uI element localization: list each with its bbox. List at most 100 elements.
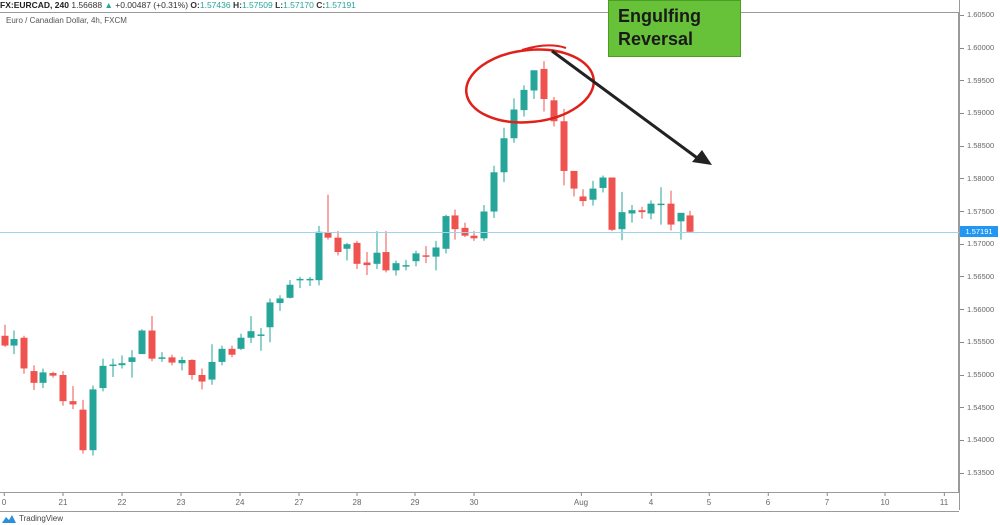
candlestick-series[interactable]	[0, 0, 959, 492]
candle-down[interactable]	[560, 108, 568, 186]
candle-down[interactable]	[334, 231, 342, 256]
candle-up[interactable]	[138, 329, 146, 355]
candle-up[interactable]	[315, 225, 323, 286]
candle-up[interactable]	[276, 295, 284, 311]
last-price-line	[0, 231, 959, 233]
candle-up[interactable]	[500, 127, 508, 183]
candle-down[interactable]	[608, 177, 616, 232]
candle-down[interactable]	[638, 206, 646, 219]
candle-up[interactable]	[599, 175, 607, 193]
candle-up[interactable]	[10, 330, 18, 355]
candle-down[interactable]	[422, 246, 430, 264]
candle-down[interactable]	[79, 399, 87, 454]
candle-up[interactable]	[296, 276, 304, 289]
time-tick-label: 23	[176, 493, 186, 507]
price-tick-label: 1.58000	[960, 174, 994, 183]
open-value: 1.57436	[199, 0, 231, 10]
candle-up[interactable]	[39, 368, 47, 389]
time-tick-label: 5	[706, 493, 712, 507]
candle-up[interactable]	[402, 259, 410, 271]
candle-down[interactable]	[686, 210, 694, 234]
candle-up[interactable]	[657, 187, 665, 225]
candle-up[interactable]	[237, 333, 245, 351]
tradingview-branding[interactable]: TradingView	[2, 512, 63, 525]
candle-down[interactable]	[667, 190, 675, 231]
candle-up[interactable]	[266, 298, 274, 343]
time-tick-label: 4	[648, 493, 654, 507]
candle-up[interactable]	[618, 191, 626, 241]
candle-down[interactable]	[20, 335, 28, 374]
candle-up[interactable]	[128, 350, 136, 378]
candle-up[interactable]	[490, 165, 498, 219]
candle-up[interactable]	[306, 276, 314, 287]
time-tick-label: 7	[824, 493, 830, 507]
candle-up[interactable]	[677, 212, 685, 240]
candle-up[interactable]	[286, 280, 294, 299]
price-tick-label: 1.57000	[960, 239, 994, 248]
candle-up[interactable]	[118, 355, 126, 369]
candle-down[interactable]	[461, 222, 469, 238]
candle-down[interactable]	[324, 194, 332, 240]
series-legend: Euro / Canadian Dollar, 4h, FXCM	[0, 12, 958, 27]
candle-down[interactable]	[168, 354, 176, 366]
price-tick-label: 1.56500	[960, 272, 994, 281]
candle-up[interactable]	[520, 85, 528, 117]
candle-up[interactable]	[373, 231, 381, 270]
price-tick-label: 1.59500	[960, 76, 994, 85]
candle-up[interactable]	[442, 214, 450, 254]
candle-down[interactable]	[570, 170, 578, 197]
candle-down[interactable]	[382, 231, 390, 273]
candle-up[interactable]	[628, 204, 636, 223]
candle-up[interactable]	[432, 240, 440, 271]
chart-pane[interactable]	[0, 12, 959, 492]
candle-up[interactable]	[412, 250, 420, 267]
time-tick-label: 0	[1, 493, 7, 507]
candle-up[interactable]	[208, 344, 216, 385]
candle-down[interactable]	[69, 386, 77, 410]
tradingview-logo-icon	[2, 515, 16, 523]
candle-up[interactable]	[178, 356, 186, 371]
candle-up[interactable]	[530, 70, 538, 100]
candle-up[interactable]	[392, 260, 400, 276]
candle-down[interactable]	[59, 371, 67, 406]
candle-down[interactable]	[363, 252, 371, 275]
candle-down[interactable]	[148, 316, 156, 362]
annotation-line-2: Reversal	[618, 29, 694, 49]
candle-down[interactable]	[353, 240, 361, 270]
price-axis[interactable]: 1.60500 1.60000 1.59500 1.59000 1.58500 1.580…	[959, 0, 1000, 510]
high-label: H:	[232, 0, 242, 10]
candle-down[interactable]	[188, 359, 196, 380]
candle-up[interactable]	[589, 180, 597, 206]
time-tick-label: 28	[352, 493, 362, 507]
candle-down[interactable]	[1, 324, 9, 347]
time-tick-label: 29	[410, 493, 420, 507]
candle-down[interactable]	[49, 371, 57, 378]
candle-down[interactable]	[579, 189, 587, 207]
legend-title: Euro / Canadian Dollar, 4h, FXCM	[6, 16, 127, 25]
symbol-label: FX:EURCAD, 240	[0, 0, 69, 10]
time-axis[interactable]: 0 21 22 23 24 27 28 29 30 Aug 4 5 6 7 10 11	[0, 492, 959, 512]
candle-up[interactable]	[257, 327, 265, 351]
time-tick-label: 10	[880, 493, 890, 507]
candle-up[interactable]	[158, 352, 166, 362]
candle-down[interactable]	[550, 97, 558, 127]
last-price-tag: 1.57191	[960, 226, 998, 238]
candle-up[interactable]	[89, 385, 97, 456]
candle-up[interactable]	[109, 358, 117, 377]
candle-up[interactable]	[480, 204, 488, 241]
candle-up[interactable]	[647, 200, 655, 220]
candle-up[interactable]	[218, 345, 226, 366]
time-tick-label: 30	[469, 493, 479, 507]
candle-up[interactable]	[99, 358, 107, 392]
candle-down[interactable]	[451, 209, 459, 240]
candle-down[interactable]	[540, 61, 548, 112]
candle-up[interactable]	[247, 316, 255, 343]
candle-up[interactable]	[510, 98, 518, 143]
candle-down[interactable]	[30, 365, 38, 391]
candle-up[interactable]	[343, 242, 351, 261]
candle-down[interactable]	[228, 345, 236, 358]
symbol-header: FX:EURCAD, 240 1.56688 ▲ +0.00487 (+0.31…	[0, 0, 356, 12]
candle-down[interactable]	[470, 231, 478, 241]
candle-down[interactable]	[198, 368, 206, 390]
annotation-line-1: Engulfing	[618, 6, 701, 26]
